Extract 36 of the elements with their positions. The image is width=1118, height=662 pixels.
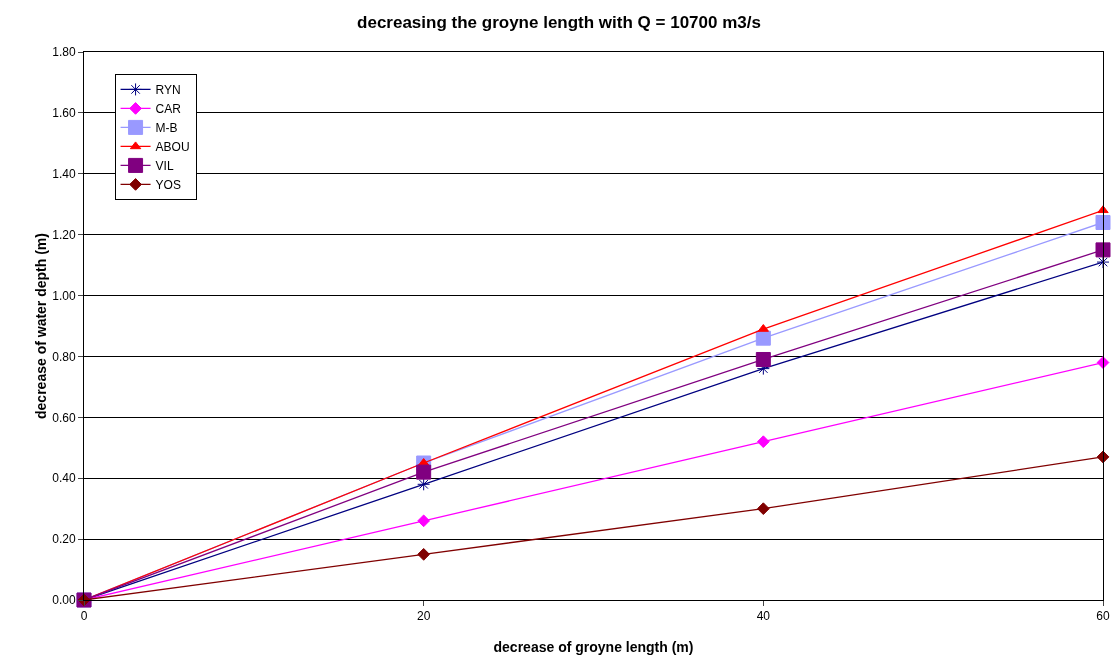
x-tick-label: 60 [1096, 609, 1110, 624]
legend-label: CAR [155, 102, 182, 117]
y-tick-label: 1.60 [52, 106, 76, 121]
y-tick-label: 0.80 [52, 349, 76, 364]
point [1095, 242, 1111, 258]
legend-label: VIL [155, 159, 174, 174]
x-axis-title: decrease of groyne length (m) [493, 639, 694, 655]
legend-label: M-B [155, 121, 178, 136]
y-axis-title: decrease of water depth (m) [33, 233, 49, 419]
y-tick-label: 1.00 [52, 288, 76, 303]
legend-label: RYN [155, 83, 181, 98]
point [416, 464, 432, 480]
point [1097, 205, 1109, 214]
chart-title: decreasing the groyne length with Q = 10700 m3/s [357, 13, 761, 33]
y-tick-label: 1.40 [52, 166, 76, 181]
point [417, 477, 431, 491]
point [1096, 255, 1110, 269]
point [1096, 356, 1110, 369]
legend-label: YOS [155, 178, 181, 193]
point [755, 330, 771, 346]
y-tick-label: 0.20 [52, 532, 76, 547]
point [756, 435, 770, 449]
point [1095, 214, 1111, 230]
legend-label: ABOU [155, 140, 190, 155]
y-tick-label: 0.00 [52, 593, 76, 608]
y-tick-label: 0.60 [52, 410, 76, 425]
y-tick-label: 1.80 [52, 45, 76, 60]
x-tick-label: 20 [416, 609, 431, 624]
point [417, 547, 431, 561]
x-tick-label: 0 [80, 609, 88, 624]
point [755, 351, 771, 367]
x-tick-label: 40 [756, 609, 771, 624]
y-tick-label: 1.20 [52, 227, 76, 242]
point [756, 502, 770, 516]
point [417, 514, 431, 528]
y-tick-label: 0.40 [52, 471, 76, 486]
